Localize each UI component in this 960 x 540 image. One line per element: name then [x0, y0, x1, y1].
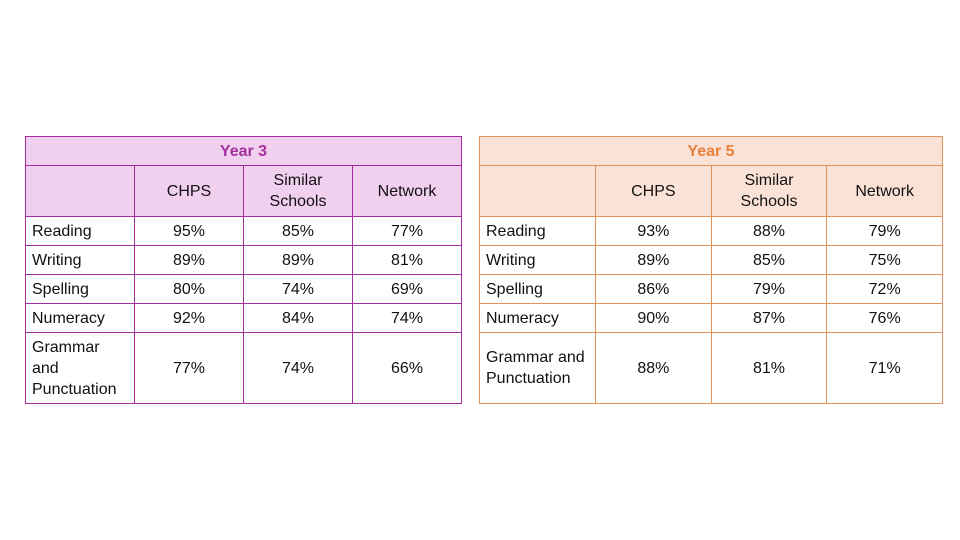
cell-value: 76%	[826, 303, 943, 333]
column-header: Network	[352, 165, 462, 217]
cell-value: 89%	[134, 245, 244, 275]
header-corner	[479, 165, 596, 217]
cell-value: 81%	[352, 245, 462, 275]
data-row: Writing 89% 85% 75%	[479, 245, 943, 275]
row-label: Grammar and Punctuation	[479, 332, 596, 404]
column-header: CHPS	[595, 165, 712, 217]
cell-value: 89%	[243, 245, 353, 275]
cell-value: 77%	[134, 332, 244, 404]
row-label: Numeracy	[25, 303, 135, 333]
cell-value: 87%	[710, 303, 828, 333]
cell-value: 93%	[595, 216, 712, 246]
row-label: Reading	[479, 216, 596, 246]
cell-value: 92%	[134, 303, 244, 333]
cell-value: 85%	[243, 216, 353, 246]
data-row: Spelling 80% 74% 69%	[25, 274, 462, 304]
cell-value: 79%	[826, 216, 943, 246]
row-label: Grammar and Punctuation	[25, 332, 135, 404]
year-table: Year 5 CHPS Similar Schools Network Reading 9…	[479, 136, 943, 404]
data-row: Grammar and Punctuation 88% 81% 71%	[479, 332, 943, 404]
table-title: Year 5	[479, 136, 943, 166]
column-header: Similar Schools	[243, 165, 353, 217]
header-row: CHPS Similar Schools Network	[479, 165, 943, 217]
row-label: Reading	[25, 216, 135, 246]
row-label: Numeracy	[479, 303, 596, 333]
data-row: Reading 95% 85% 77%	[25, 216, 462, 246]
row-label: Writing	[25, 245, 135, 275]
column-header: Network	[826, 165, 943, 217]
cell-value: 81%	[710, 332, 828, 404]
data-row: Reading 93% 88% 79%	[479, 216, 943, 246]
table-title: Year 3	[25, 136, 462, 166]
cell-value: 86%	[595, 274, 712, 304]
cell-value: 88%	[595, 332, 712, 404]
cell-value: 80%	[134, 274, 244, 304]
data-row: Writing 89% 89% 81%	[25, 245, 462, 275]
cell-value: 71%	[826, 332, 943, 404]
title-row: Year 3	[25, 136, 462, 166]
column-header: Similar Schools	[710, 165, 828, 217]
header-corner	[25, 165, 135, 217]
title-row: Year 5	[479, 136, 943, 166]
cell-value: 66%	[352, 332, 462, 404]
row-label: Spelling	[25, 274, 135, 304]
data-row: Numeracy 92% 84% 74%	[25, 303, 462, 333]
data-row: Numeracy 90% 87% 76%	[479, 303, 943, 333]
year-table: Year 3 CHPS Similar Schools Network Reading 9…	[25, 136, 462, 404]
cell-value: 74%	[243, 332, 353, 404]
column-header: CHPS	[134, 165, 244, 217]
data-row: Spelling 86% 79% 72%	[479, 274, 943, 304]
cell-value: 69%	[352, 274, 462, 304]
cell-value: 90%	[595, 303, 712, 333]
cell-value: 72%	[826, 274, 943, 304]
row-label: Writing	[479, 245, 596, 275]
header-row: CHPS Similar Schools Network	[25, 165, 462, 217]
cell-value: 75%	[826, 245, 943, 275]
cell-value: 85%	[710, 245, 828, 275]
cell-value: 74%	[243, 274, 353, 304]
data-row: Grammar and Punctuation 77% 74% 66%	[25, 332, 462, 404]
cell-value: 84%	[243, 303, 353, 333]
cell-value: 79%	[710, 274, 828, 304]
cell-value: 74%	[352, 303, 462, 333]
cell-value: 89%	[595, 245, 712, 275]
cell-value: 95%	[134, 216, 244, 246]
cell-value: 77%	[352, 216, 462, 246]
row-label: Spelling	[479, 274, 596, 304]
cell-value: 88%	[710, 216, 828, 246]
